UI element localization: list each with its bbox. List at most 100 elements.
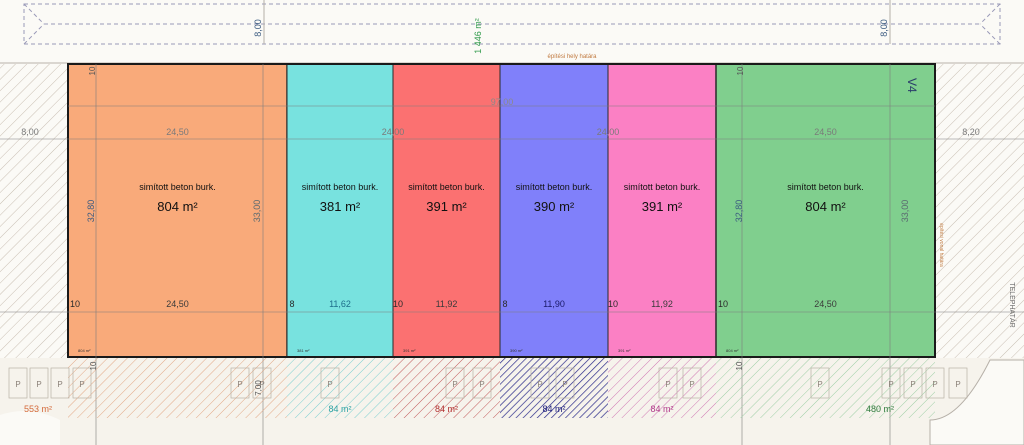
unit-corner-label: 10	[393, 299, 403, 309]
unit-small-area: 391 m²	[618, 348, 631, 353]
left-ground	[0, 64, 68, 364]
parking-stall	[230, 367, 250, 399]
vdim-top-left: 10	[88, 66, 97, 75]
parking-stall	[252, 367, 272, 399]
parking-stall	[50, 367, 70, 399]
unit-small-area: 804 m²	[78, 348, 91, 353]
parking-symbol: P	[327, 380, 332, 389]
building-outline	[67, 63, 936, 358]
parking-symbol: P	[562, 380, 567, 389]
top-left-dim: 8,00	[253, 19, 263, 37]
unit-left-dim: 32,80	[734, 200, 744, 223]
vdim-left-10: 10	[89, 361, 98, 370]
unit-top-dim: 24,50	[166, 127, 189, 137]
parking-stall	[445, 367, 465, 399]
top-strip-area: 1 446 m²	[473, 18, 483, 54]
unit-3	[392, 63, 501, 358]
unit-5	[607, 63, 717, 358]
parking-hatch	[287, 358, 393, 418]
parking-symbol: P	[537, 380, 542, 389]
unit-right-dim: 33,00	[252, 200, 262, 223]
unit-area: 381 m²	[320, 199, 361, 214]
unit-small-area: 381 m²	[297, 348, 310, 353]
parking-area: 84 m²	[542, 404, 565, 414]
unit-corner-label: 8	[502, 299, 507, 309]
parking-area: 84 m²	[328, 404, 351, 414]
vdim-right-10: 10	[735, 361, 744, 370]
unit-small-area: 391 m²	[403, 348, 416, 353]
unit-labels: simított beton burk. 804 m² 24,50 24,50 10 32…	[70, 66, 910, 353]
unit-corner-label: 8	[289, 299, 294, 309]
unit-2	[286, 63, 394, 358]
plot-label: V4	[905, 78, 919, 93]
right-ground	[935, 64, 1024, 364]
parking-stall	[925, 367, 945, 399]
parking-symbol: P	[689, 380, 694, 389]
parking-symbol: P	[259, 380, 264, 389]
parking-stall	[948, 367, 968, 399]
parking-stall	[8, 367, 28, 399]
unit-label: simított beton burk.	[302, 182, 379, 192]
unit-top-dim: 24,50	[814, 127, 837, 137]
parking-symbol: P	[817, 380, 822, 389]
unit-corner-label: 10	[608, 299, 618, 309]
left-side-dim: 8,00	[21, 127, 39, 137]
unit-bottom-dim: 11,62	[329, 299, 351, 309]
parking-symbol: P	[932, 380, 937, 389]
unit-bottom-dim: 11,92	[436, 299, 458, 309]
unit-label: simított beton burk.	[516, 182, 593, 192]
street-label: TELEPHATÁR	[1008, 282, 1017, 327]
parking-stall	[881, 367, 901, 399]
parking-stall	[658, 367, 678, 399]
unit-bottom-dim: 24,50	[814, 299, 837, 309]
unit-area: 804 m²	[157, 199, 198, 214]
parking-symbol: P	[237, 380, 242, 389]
parking-area: 84 m²	[435, 404, 458, 414]
unit-area: 804 m²	[805, 199, 846, 214]
parking-hatch	[68, 358, 287, 418]
unit-corner-label: 10	[70, 299, 80, 309]
parking-stall	[530, 367, 550, 399]
parking-symbol: P	[479, 380, 484, 389]
unit-left-dim: 32,80	[86, 200, 96, 223]
overall-dim: 97,00	[491, 97, 514, 107]
parking-stall	[682, 367, 702, 399]
parking-stall	[810, 367, 830, 399]
unit-top-dim: 24,00	[597, 127, 620, 137]
parking-area: 84 m²	[650, 404, 673, 414]
unit-bottom-dim: 24,50	[166, 299, 189, 309]
parking-stall	[29, 367, 49, 399]
boundary-label: építési hely határa	[547, 54, 597, 60]
parking-symbol: P	[665, 380, 670, 389]
unit-area: 391 m²	[426, 199, 467, 214]
road-curve-left	[0, 411, 60, 445]
parking-stall	[472, 367, 492, 399]
top-right-dim: 8,00	[879, 19, 889, 37]
parking-symbol: P	[955, 380, 960, 389]
building-units	[67, 63, 936, 358]
unit-top-dim: 24,00	[382, 127, 405, 137]
unit-small-area: 804 m²	[726, 348, 739, 353]
parking-symbol: P	[57, 380, 62, 389]
parking-symbol: P	[15, 380, 20, 389]
parking-stall	[555, 367, 575, 399]
unit-label: simított beton burk.	[624, 182, 701, 192]
right-side-dim: 8,20	[962, 127, 980, 137]
parking-area: 553 m²	[24, 404, 52, 414]
unit-small-area: 390 m²	[510, 348, 523, 353]
unit-bottom-dim: 11,92	[651, 299, 673, 309]
parking-symbol: P	[452, 380, 457, 389]
unit-area: 391 m²	[642, 199, 683, 214]
parking-symbol: P	[910, 380, 915, 389]
unit-4	[499, 63, 609, 358]
unit-bottom-dim: 11,90	[543, 299, 565, 309]
unit-area: 390 m²	[534, 199, 575, 214]
parking-symbol: P	[36, 380, 41, 389]
parking-hatch	[500, 358, 608, 418]
road-curve-right	[929, 359, 1024, 445]
parking-strip: 553 m² 84 m² 84 m² 84 m² 84 m² 480 m² P P P P P P P P…	[8, 358, 968, 418]
vertical-note: építési vonal határa	[938, 223, 944, 267]
parking-stall	[72, 367, 92, 399]
vdim-left-700: 7,00	[254, 380, 263, 396]
